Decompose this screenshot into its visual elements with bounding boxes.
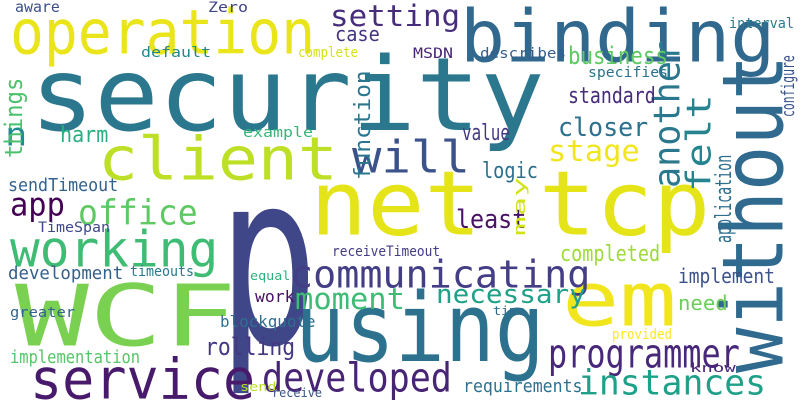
- cloud-word: send: [240, 378, 277, 395]
- cloud-word: communicating: [290, 252, 591, 298]
- cloud-word: harm: [60, 121, 109, 148]
- cloud-word: complete: [298, 44, 359, 62]
- cloud-word: specifies: [588, 64, 669, 82]
- cloud-word: developed: [262, 354, 452, 400]
- cloud-word: know: [690, 359, 736, 376]
- cloud-word: service: [30, 346, 256, 400]
- cloud-word: programmer: [548, 330, 740, 378]
- cloud-word: provided: [612, 326, 673, 344]
- cloud-word: logic: [482, 157, 538, 184]
- cloud-word: implement: [678, 264, 775, 289]
- cloud-word: interval: [729, 15, 795, 33]
- cloud-word: setting: [330, 0, 461, 34]
- cloud-word: using: [295, 273, 545, 385]
- cloud-word: sendTimeout: [8, 174, 119, 197]
- cloud-word: binding: [460, 0, 776, 80]
- cloud-word: value: [462, 119, 510, 146]
- cloud-word: implementation: [10, 346, 141, 369]
- cloud-word: operation: [10, 0, 316, 69]
- cloud-word: completed: [560, 240, 661, 267]
- cloud-word: closer: [558, 111, 649, 143]
- cloud-word: development: [8, 262, 124, 285]
- cloud-word: office: [78, 192, 198, 234]
- cloud-word: p: [218, 120, 319, 400]
- cloud-word: business: [568, 42, 668, 71]
- cloud-word: necessary: [436, 278, 586, 310]
- cloud-word: time: [493, 302, 526, 319]
- cloud-word: security: [30, 35, 545, 155]
- cloud-word: MSDN: [413, 45, 454, 63]
- cloud-word: requirements: [463, 375, 583, 398]
- cloud-word: net tcp: [310, 152, 711, 257]
- cloud-word: WCF: [15, 267, 237, 367]
- cloud-word: describes: [480, 45, 567, 63]
- cloud-word: n: [5, 116, 28, 155]
- cloud-word: example: [243, 124, 314, 142]
- cloud-word: moment: [295, 281, 405, 317]
- cloud-word: need: [678, 291, 728, 316]
- cloud-word: app: [10, 186, 65, 225]
- cloud-word: application: [710, 154, 737, 243]
- cloud-word: configure: [777, 55, 800, 117]
- cloud-word: will: [352, 131, 470, 185]
- cloud-word: default: [141, 44, 212, 62]
- cloud-word: blockquote: [220, 311, 316, 332]
- cloud-word: receive: [272, 384, 323, 400]
- cloud-word: case: [335, 22, 380, 47]
- cloud-word: em: [562, 255, 677, 344]
- cloud-word: least: [456, 203, 527, 235]
- cloud-word: timeouts: [130, 263, 195, 281]
- cloud-word: greater: [10, 304, 76, 322]
- cloud-word: aware: [15, 0, 60, 17]
- cloud-word: work: [255, 286, 295, 307]
- cloud-word: Zero: [208, 0, 249, 17]
- cloud-word: rolling: [205, 333, 296, 362]
- cloud-word: things: [0, 77, 29, 158]
- cloud-word: standard: [568, 82, 656, 109]
- cloud-word: function: [349, 70, 376, 180]
- cloud-word: instances: [578, 362, 766, 400]
- cloud-word: working: [10, 221, 219, 280]
- cloud-word: equal: [250, 267, 291, 284]
- cloud-word: client: [98, 124, 338, 195]
- cloud-word: TimeSpan: [38, 219, 111, 237]
- cloud-word: receiveTimeout: [332, 243, 441, 261]
- cloud-word: may: [509, 177, 530, 236]
- cloud-word: stage: [548, 133, 640, 169]
